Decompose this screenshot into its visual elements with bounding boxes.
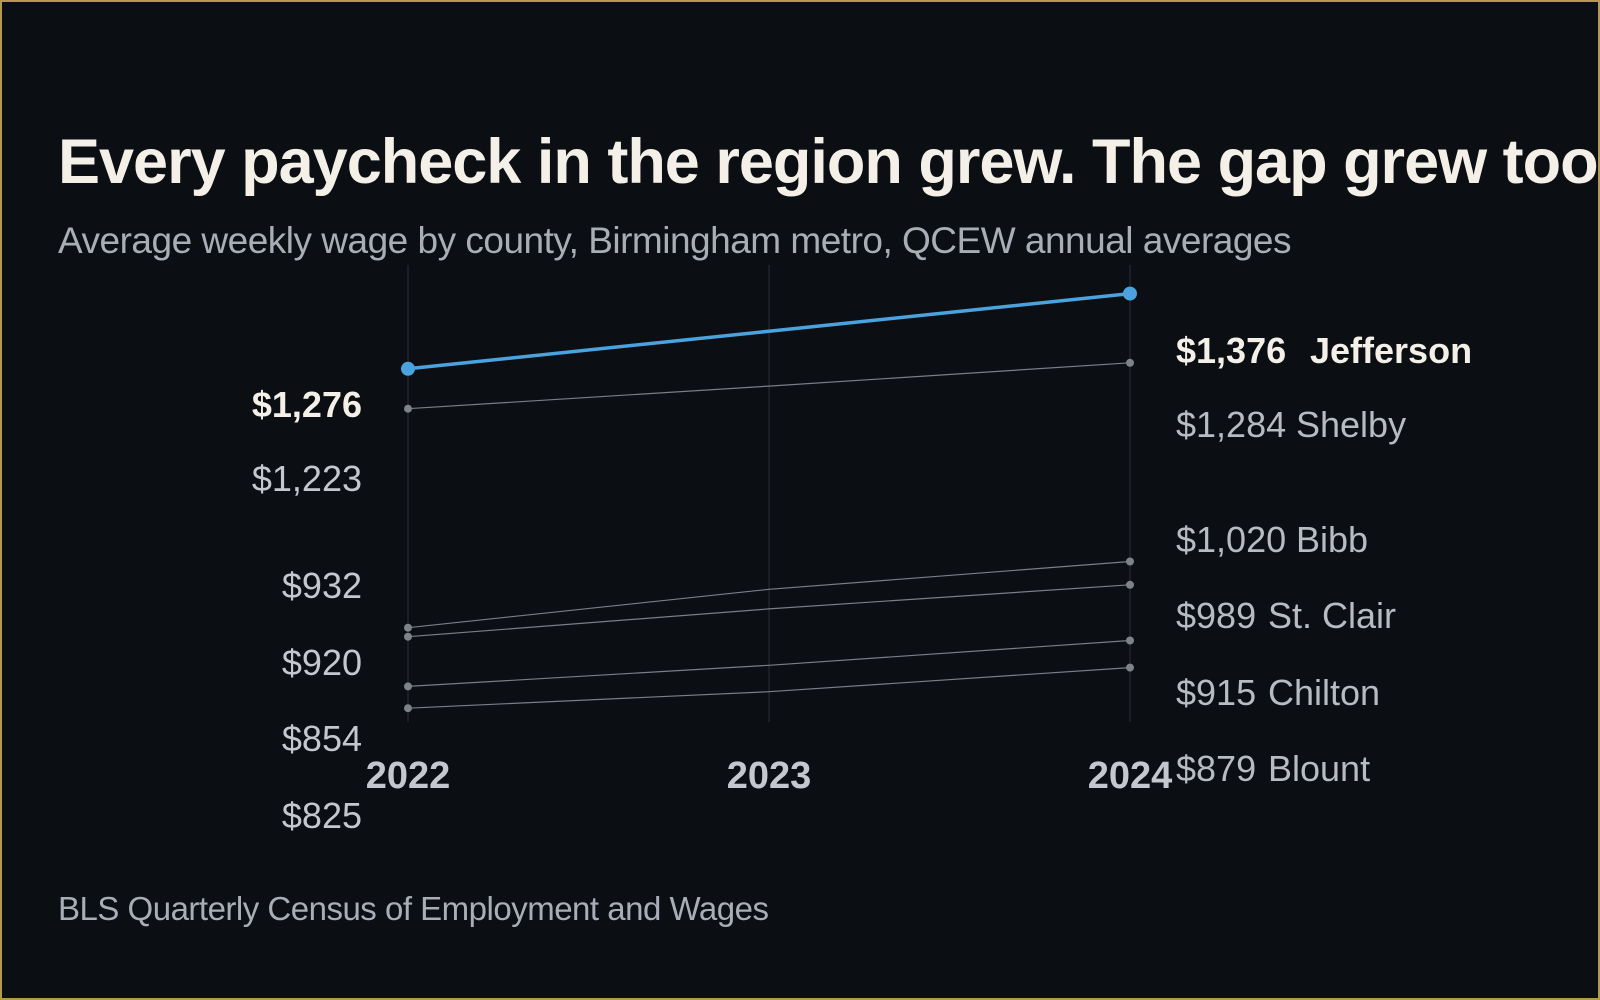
point-blount-2024 xyxy=(1126,663,1134,672)
end-label-jefferson: $1,376 Jefferson xyxy=(1176,330,1472,371)
point-chilton-2022 xyxy=(404,682,412,691)
series-line-bibb xyxy=(407,560,1131,629)
series-name-blount: Blount xyxy=(1268,748,1370,789)
series-line-chilton xyxy=(407,639,1131,687)
end-value-chilton: $915 xyxy=(1176,672,1256,713)
chart-subtitle: Average weekly wage by county, Birmingha… xyxy=(58,220,1292,261)
left-label-4: $854 xyxy=(282,718,362,759)
left-label-0: $1,276 xyxy=(252,384,362,425)
point-bibb-2022 xyxy=(404,623,412,632)
point-jefferson-2024 xyxy=(1123,286,1137,301)
series-line-blount xyxy=(407,667,1131,709)
end-label-shelby: $1,284 Shelby xyxy=(1176,404,1406,445)
chart-title: Every paycheck in the region grew. The g… xyxy=(58,127,1600,197)
end-label-st-clair: $989 St. Clair xyxy=(1176,595,1396,636)
x-axis-ticks: 2022 2023 2024 xyxy=(366,755,1173,797)
end-value-st-clair: $989 xyxy=(1176,595,1256,636)
end-label-blount: $879 Blount xyxy=(1176,748,1370,789)
point-shelby-2022 xyxy=(404,404,412,413)
series-line-jefferson xyxy=(407,291,1131,371)
end-value-blount: $879 xyxy=(1176,748,1256,789)
series-name-st-clair: St. Clair xyxy=(1268,595,1396,636)
point-st-clair-2022 xyxy=(404,632,412,641)
end-label-bibb: $1,020 Bibb xyxy=(1176,519,1368,560)
end-value-bibb: $1,020 xyxy=(1176,519,1286,560)
series-name-jefferson: Jefferson xyxy=(1310,330,1472,371)
point-blount-2022 xyxy=(404,704,412,713)
point-chilton-2024 xyxy=(1126,636,1134,645)
series-lines xyxy=(407,291,1131,709)
end-value-shelby: $1,284 xyxy=(1176,404,1286,445)
left-label-2: $932 xyxy=(282,565,362,606)
left-label-3: $920 xyxy=(282,642,362,683)
end-value-jefferson: $1,376 xyxy=(1176,330,1286,371)
series-name-bibb: Bibb xyxy=(1296,519,1368,560)
point-shelby-2024 xyxy=(1126,358,1134,367)
left-label-1: $1,223 xyxy=(252,458,362,499)
series-name-chilton: Chilton xyxy=(1268,672,1380,713)
series-points xyxy=(401,286,1137,713)
point-jefferson-2022 xyxy=(401,361,415,376)
x-tick-2022: 2022 xyxy=(366,755,451,797)
x-tick-2024: 2024 xyxy=(1088,755,1173,797)
series-line-st-clair xyxy=(407,584,1131,638)
x-tick-2023: 2023 xyxy=(727,755,812,797)
left-value-labels: $1,276 $1,223 $932 $920 $854 $825 xyxy=(252,384,362,836)
series-line-shelby xyxy=(407,362,1131,410)
point-st-clair-2024 xyxy=(1126,580,1134,589)
end-label-chilton: $915 Chilton xyxy=(1176,672,1380,713)
series-name-shelby: Shelby xyxy=(1296,404,1406,445)
left-label-5: $825 xyxy=(282,795,362,836)
point-bibb-2024 xyxy=(1126,557,1134,566)
gridlines xyxy=(407,265,1131,722)
right-end-labels: $1,376 Jefferson $1,284 Shelby $1,020 Bibb $98… xyxy=(1176,330,1472,789)
source-note: BLS Quarterly Census of Employment and W… xyxy=(58,890,769,927)
